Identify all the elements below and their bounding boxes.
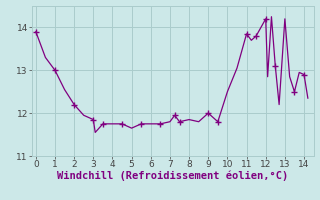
X-axis label: Windchill (Refroidissement éolien,°C): Windchill (Refroidissement éolien,°C)	[57, 171, 288, 181]
